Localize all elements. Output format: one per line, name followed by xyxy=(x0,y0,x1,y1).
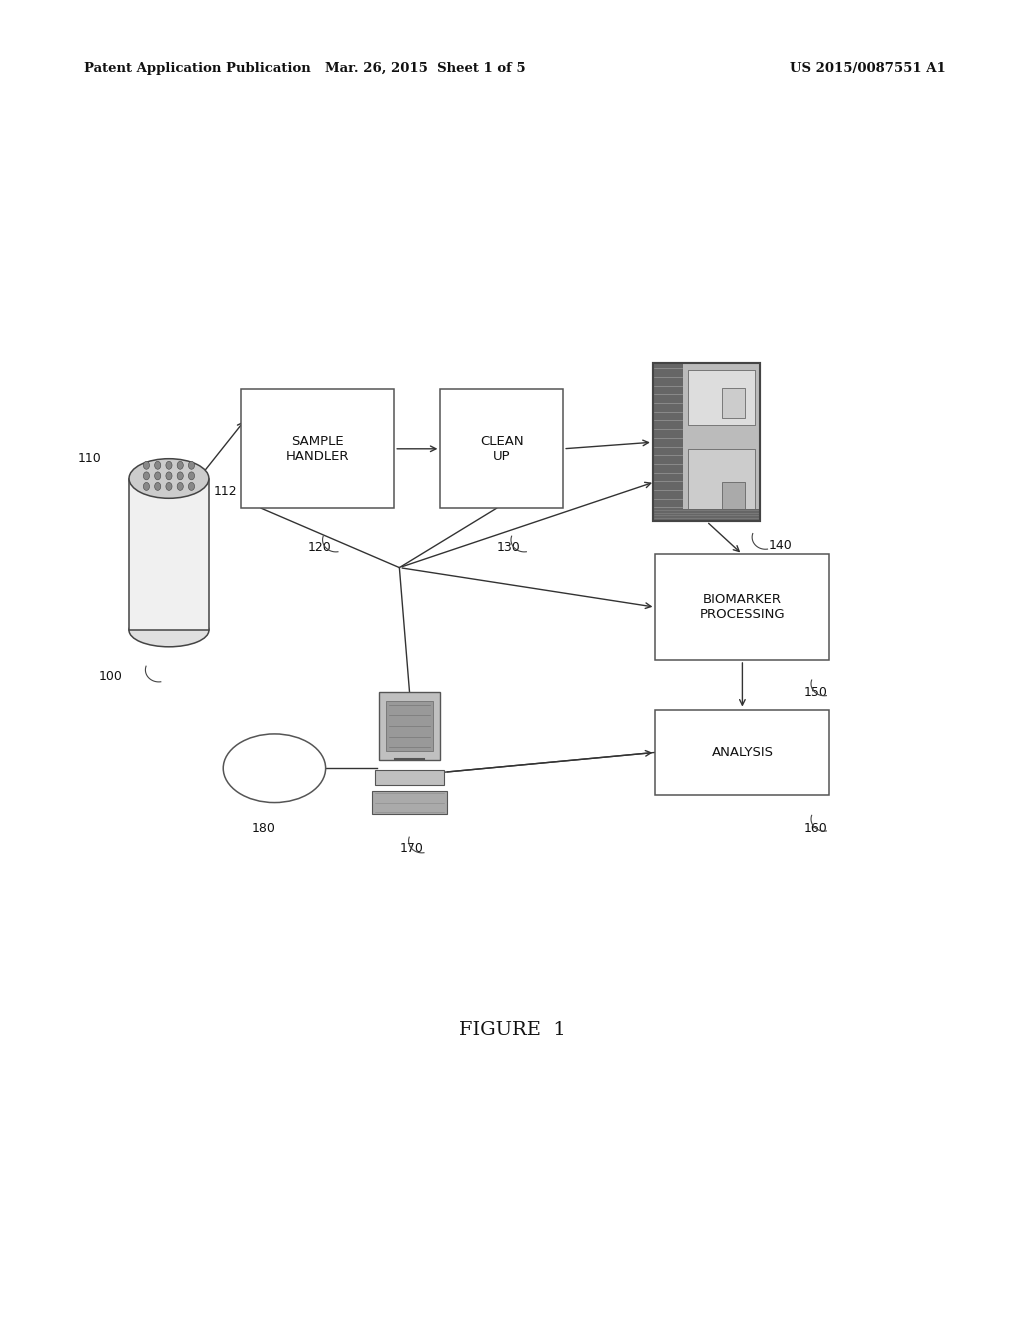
Circle shape xyxy=(188,471,195,480)
Text: 140: 140 xyxy=(768,539,793,552)
FancyBboxPatch shape xyxy=(653,363,683,521)
Text: 160: 160 xyxy=(804,822,827,834)
FancyBboxPatch shape xyxy=(129,479,209,631)
Circle shape xyxy=(143,483,150,491)
FancyBboxPatch shape xyxy=(683,363,760,521)
Ellipse shape xyxy=(223,734,326,803)
Circle shape xyxy=(166,462,172,470)
Text: 110: 110 xyxy=(78,453,101,465)
Ellipse shape xyxy=(129,614,209,647)
Text: Patent Application Publication: Patent Application Publication xyxy=(84,62,310,75)
FancyBboxPatch shape xyxy=(655,710,829,795)
FancyBboxPatch shape xyxy=(688,370,755,425)
FancyBboxPatch shape xyxy=(386,701,433,751)
FancyBboxPatch shape xyxy=(241,389,394,508)
Text: FIGURE  1: FIGURE 1 xyxy=(459,1020,565,1039)
Text: ANALYSIS: ANALYSIS xyxy=(712,746,773,759)
Circle shape xyxy=(166,483,172,491)
Circle shape xyxy=(155,471,161,480)
FancyBboxPatch shape xyxy=(653,363,760,521)
Circle shape xyxy=(143,462,150,470)
Circle shape xyxy=(188,462,195,470)
Text: 180: 180 xyxy=(252,822,275,836)
Text: Mar. 26, 2015  Sheet 1 of 5: Mar. 26, 2015 Sheet 1 of 5 xyxy=(325,62,525,75)
FancyBboxPatch shape xyxy=(379,692,440,760)
Text: 150: 150 xyxy=(804,686,827,700)
FancyBboxPatch shape xyxy=(655,554,829,660)
Ellipse shape xyxy=(129,459,209,499)
Circle shape xyxy=(177,483,183,491)
FancyBboxPatch shape xyxy=(373,791,447,814)
Text: SAMPLE
HANDLER: SAMPLE HANDLER xyxy=(286,434,349,463)
Text: 130: 130 xyxy=(497,541,520,554)
FancyBboxPatch shape xyxy=(440,389,563,508)
FancyBboxPatch shape xyxy=(653,508,760,521)
Circle shape xyxy=(188,483,195,491)
FancyBboxPatch shape xyxy=(722,388,744,418)
Text: BIOMARKER
PROCESSING: BIOMARKER PROCESSING xyxy=(699,593,785,622)
Circle shape xyxy=(177,471,183,480)
Circle shape xyxy=(155,483,161,491)
FancyBboxPatch shape xyxy=(375,770,444,785)
Text: US 2015/0087551 A1: US 2015/0087551 A1 xyxy=(791,62,946,75)
Text: 112: 112 xyxy=(214,486,238,498)
Circle shape xyxy=(166,471,172,480)
Text: 170: 170 xyxy=(399,842,423,855)
Text: 120: 120 xyxy=(307,541,331,554)
Circle shape xyxy=(177,462,183,470)
Circle shape xyxy=(143,471,150,480)
FancyBboxPatch shape xyxy=(722,482,744,511)
FancyBboxPatch shape xyxy=(688,449,755,515)
Text: 100: 100 xyxy=(98,671,122,682)
Text: CLEAN
UP: CLEAN UP xyxy=(480,434,523,463)
Circle shape xyxy=(155,462,161,470)
